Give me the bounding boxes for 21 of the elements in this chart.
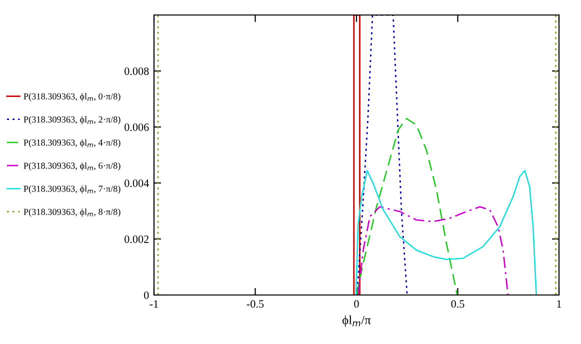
- x-axis-title: ϕl$_{m}$/π: [342, 315, 371, 327]
- legend-label: P(318.309363, ϕl$_{m}$, 4·π/8): [24, 139, 120, 148]
- x-tick-label: 0.5: [451, 300, 464, 308]
- y-tick-label: 0.008: [124, 67, 149, 76]
- legend-label: P(318.309363, ϕl$_{m}$, 6·π/8): [24, 162, 120, 171]
- line-series: [357, 206, 509, 295]
- legend-label: P(318.309363, ϕl$_{m}$, 7·π/8): [24, 185, 120, 194]
- legend-label: P(318.309363, ϕl$_{m}$, 0·π/8): [24, 93, 120, 102]
- x-tick-label: 1: [557, 300, 562, 308]
- line-series: [356, 15, 408, 295]
- y-tick-label: 0.006: [124, 123, 149, 132]
- y-tick-label: 0: [144, 291, 149, 299]
- x-tick-label: -0.5: [246, 300, 264, 308]
- y-tick-label: 0.004: [124, 179, 149, 188]
- x-tick-label: 0: [354, 300, 359, 308]
- line-series: [356, 118, 458, 295]
- legend-label: P(318.309363, ϕl$_{m}$, 2·π/8): [24, 116, 120, 124]
- line-series: [355, 170, 538, 295]
- x-tick-label: -1: [150, 300, 158, 308]
- legend-label: P(318.309363, ϕl$_{m}$, 8·π/8): [24, 208, 120, 217]
- y-tick-label: 0.002: [124, 235, 149, 244]
